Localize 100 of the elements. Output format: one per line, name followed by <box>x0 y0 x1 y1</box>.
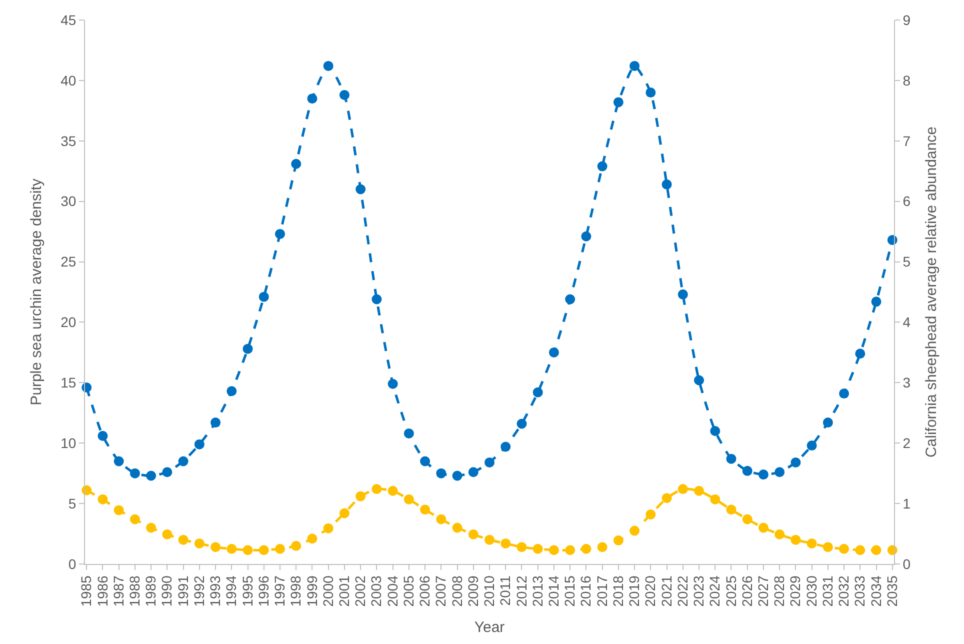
point <box>790 457 801 468</box>
x-tick-label: 1997 <box>272 575 288 607</box>
point <box>339 508 350 518</box>
point <box>275 544 285 554</box>
point <box>291 158 302 169</box>
y-tick-label: 20 <box>60 314 76 330</box>
y-axis-title: Purple sea urchin average density <box>28 178 45 406</box>
point <box>258 292 269 302</box>
y2-tick-label: 6 <box>902 193 911 210</box>
point <box>420 456 430 466</box>
point <box>855 348 866 359</box>
point <box>710 494 720 504</box>
point <box>226 544 237 554</box>
x-tick-label: 2022 <box>674 575 690 607</box>
x-tick-label: 2026 <box>738 575 755 607</box>
point <box>806 538 817 548</box>
x-tick-label: 2018 <box>610 575 626 607</box>
y-tick-label: 15 <box>60 374 76 391</box>
x-tick-label: 1995 <box>239 575 256 607</box>
point <box>242 545 253 556</box>
x-axis-title: Year <box>474 618 505 636</box>
point <box>114 505 124 516</box>
point <box>484 534 494 545</box>
point <box>468 529 478 540</box>
point <box>630 60 640 71</box>
point <box>742 466 752 476</box>
x-tick-label: 2013 <box>529 575 546 607</box>
point <box>323 60 334 71</box>
point <box>839 544 850 554</box>
point <box>516 418 527 429</box>
y2-axis-title: California sheephead average relative abundance <box>922 126 940 458</box>
point <box>356 491 366 502</box>
point <box>210 418 221 428</box>
point <box>646 88 656 98</box>
x-tick-label: 2034 <box>868 575 884 607</box>
point <box>742 514 752 524</box>
point <box>339 90 350 100</box>
point <box>307 534 318 544</box>
x-tick-label: 2032 <box>836 575 852 607</box>
x-tick-label: 2007 <box>432 575 449 607</box>
point <box>452 522 462 533</box>
y2-tick-label: 8 <box>902 72 911 88</box>
y2-tick-label: 5 <box>902 254 911 270</box>
point <box>404 494 414 504</box>
x-tick-label: 2028 <box>771 575 788 607</box>
y-tick-label: 30 <box>60 193 76 210</box>
point <box>678 484 688 494</box>
y2-tick-label: 2 <box>902 435 911 452</box>
y-tick-label: 0 <box>68 556 76 572</box>
y2-tick-label: 3 <box>902 374 911 391</box>
point <box>194 538 204 548</box>
point <box>855 545 866 556</box>
x-tick-label: 1991 <box>174 575 191 607</box>
x-tick-label: 1987 <box>110 575 126 607</box>
point <box>532 387 543 398</box>
point <box>500 538 511 548</box>
x-tick-label: 1992 <box>190 575 207 607</box>
point <box>694 486 704 496</box>
point <box>613 535 624 546</box>
point <box>146 470 156 481</box>
y2-tick-label: 1 <box>902 495 911 512</box>
x-tick-label: 2006 <box>416 575 433 607</box>
y-tick-label: 40 <box>60 72 76 88</box>
point <box>774 467 785 478</box>
y-tick-label: 45 <box>60 12 76 28</box>
point <box>646 509 656 520</box>
point <box>806 440 817 451</box>
x-tick-label: 2010 <box>481 575 498 607</box>
y-tick-label: 25 <box>60 254 76 270</box>
point <box>178 456 188 466</box>
x-tick-label: 2019 <box>626 575 642 607</box>
x-tick-label: 2024 <box>706 575 723 607</box>
point <box>323 523 334 534</box>
point <box>548 347 559 358</box>
point <box>597 542 608 552</box>
x-tick-label: 2016 <box>578 575 594 607</box>
x-tick-label: 1998 <box>288 575 304 607</box>
point <box>758 470 768 480</box>
point <box>726 454 736 464</box>
x-tick-label: 2027 <box>755 575 772 607</box>
x-tick-label: 2020 <box>642 575 658 607</box>
point <box>372 484 382 494</box>
x-tick-label: 1988 <box>126 575 143 607</box>
point <box>484 457 494 468</box>
x-tick-label: 2021 <box>658 575 674 607</box>
point <box>516 542 527 552</box>
point <box>662 493 672 504</box>
point <box>694 375 704 386</box>
point <box>468 467 478 478</box>
x-tick-label: 1993 <box>207 575 224 607</box>
x-tick-label: 2001 <box>336 575 352 607</box>
point <box>500 442 511 452</box>
point <box>275 228 285 239</box>
y-tick-label: 35 <box>60 132 76 149</box>
point <box>242 344 253 354</box>
x-tick-label: 2012 <box>513 575 530 607</box>
y-tick-label: 10 <box>60 435 76 452</box>
x-tick-label: 2015 <box>562 575 578 607</box>
point <box>114 456 124 466</box>
point <box>678 289 688 300</box>
